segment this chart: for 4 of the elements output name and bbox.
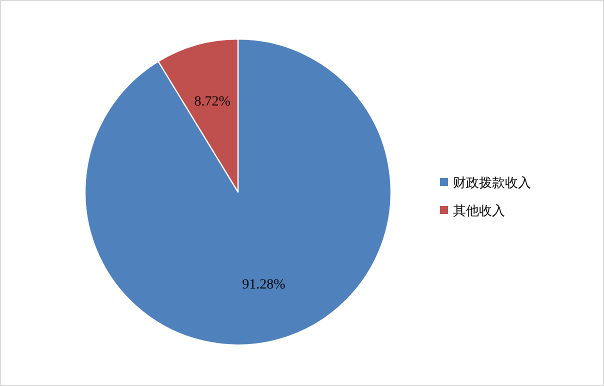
data-label: 91.28% [242, 277, 286, 292]
data-label: 8.72% [194, 94, 231, 110]
legend-label: 其他收入 [453, 203, 505, 218]
legend-label: 财政拨款收入 [453, 175, 531, 190]
